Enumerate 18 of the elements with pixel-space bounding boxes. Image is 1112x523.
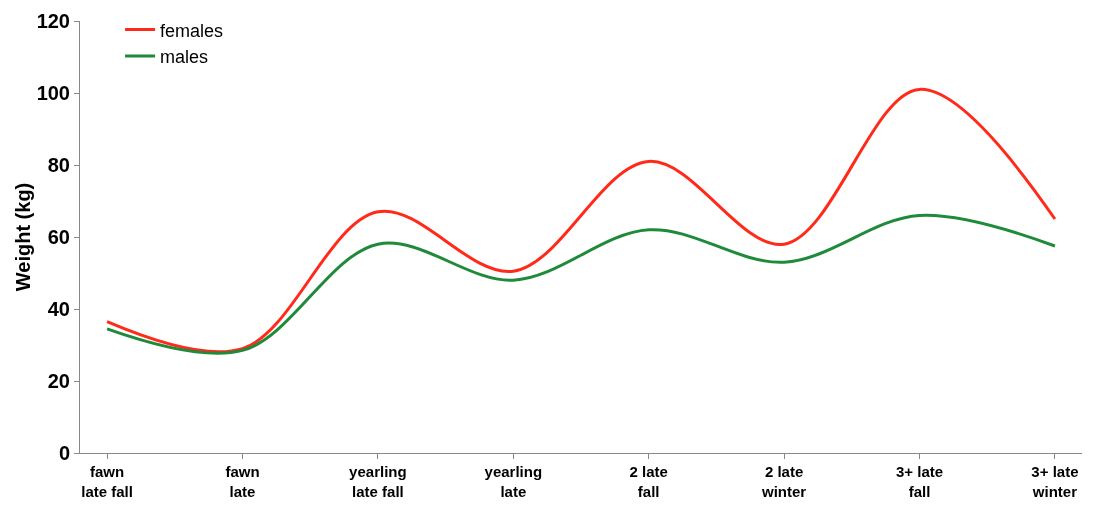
x-tick-label: yearling late fall [349,463,407,500]
legend-label: females [160,20,224,41]
y-tick-label: 40 [47,298,70,320]
x-tick-label: 2 late winter [761,463,807,500]
y-tick-label: 80 [47,154,70,176]
legend-label: males [160,46,209,67]
y-tick-label: 20 [47,370,70,392]
y-tick-label: 100 [36,82,70,104]
y-axis-title: Weight (kg) [12,182,34,292]
y-tick-label: 120 [36,10,70,32]
y-tick-label: 0 [58,442,70,464]
x-tick-label: 2 late fall [629,463,668,500]
x-tick-label: fawn late fall [81,463,133,500]
x-tick-label: 3+ late winter [1031,463,1079,500]
x-tick-label: yearling late [484,463,543,500]
x-tick-label: fawn late [225,463,260,500]
y-tick-label: 60 [47,226,70,248]
x-tick-label: 3+ late fall [895,463,944,500]
